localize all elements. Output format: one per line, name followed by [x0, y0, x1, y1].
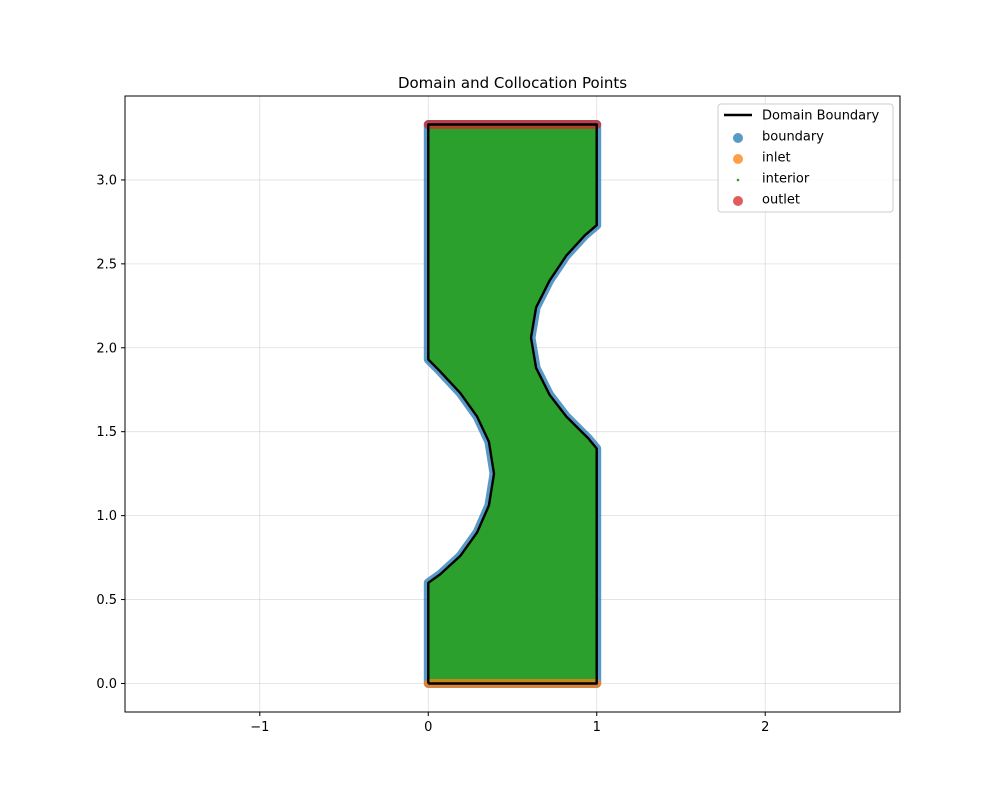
plot-frame [124, 95, 901, 713]
legend-label: interior [762, 172, 810, 187]
legend-label: outlet [762, 193, 800, 208]
y-tick-label: 2.5 [96, 257, 117, 272]
legend-frame [717, 103, 894, 213]
legend-label: Domain Boundary [762, 109, 879, 124]
legend-swatch-circle [733, 196, 743, 206]
chart-title: Domain and Collocation Points [398, 74, 627, 92]
domain-boundary-line [427, 123, 598, 685]
x-tick-label: 0 [424, 720, 432, 735]
axis-ticks: −1 0 1 2 0.0 0.5 1.0 1.5 2.0 2.5 3.0 [96, 173, 769, 735]
x-tick-label: 1 [593, 720, 601, 735]
legend-label: inlet [762, 151, 791, 166]
legend-label: boundary [762, 130, 824, 145]
legend: Domain Boundary boundary inlet interior outl… [717, 103, 894, 213]
legend-swatch-dot [736, 178, 740, 182]
x-tick-label: −1 [250, 720, 269, 735]
legend-swatch-circle [733, 133, 743, 143]
y-tick-label: 2.0 [96, 341, 117, 356]
y-tick-label: 1.5 [96, 425, 117, 440]
y-tick-label: 0.0 [96, 677, 117, 692]
data-marks [423, 120, 602, 688]
x-tick-label: 2 [761, 720, 769, 735]
y-tick-label: 1.0 [96, 509, 117, 524]
legend-swatch-circle [733, 154, 743, 164]
y-tick-label: 3.0 [96, 173, 117, 188]
y-tick-label: 0.5 [96, 593, 117, 608]
